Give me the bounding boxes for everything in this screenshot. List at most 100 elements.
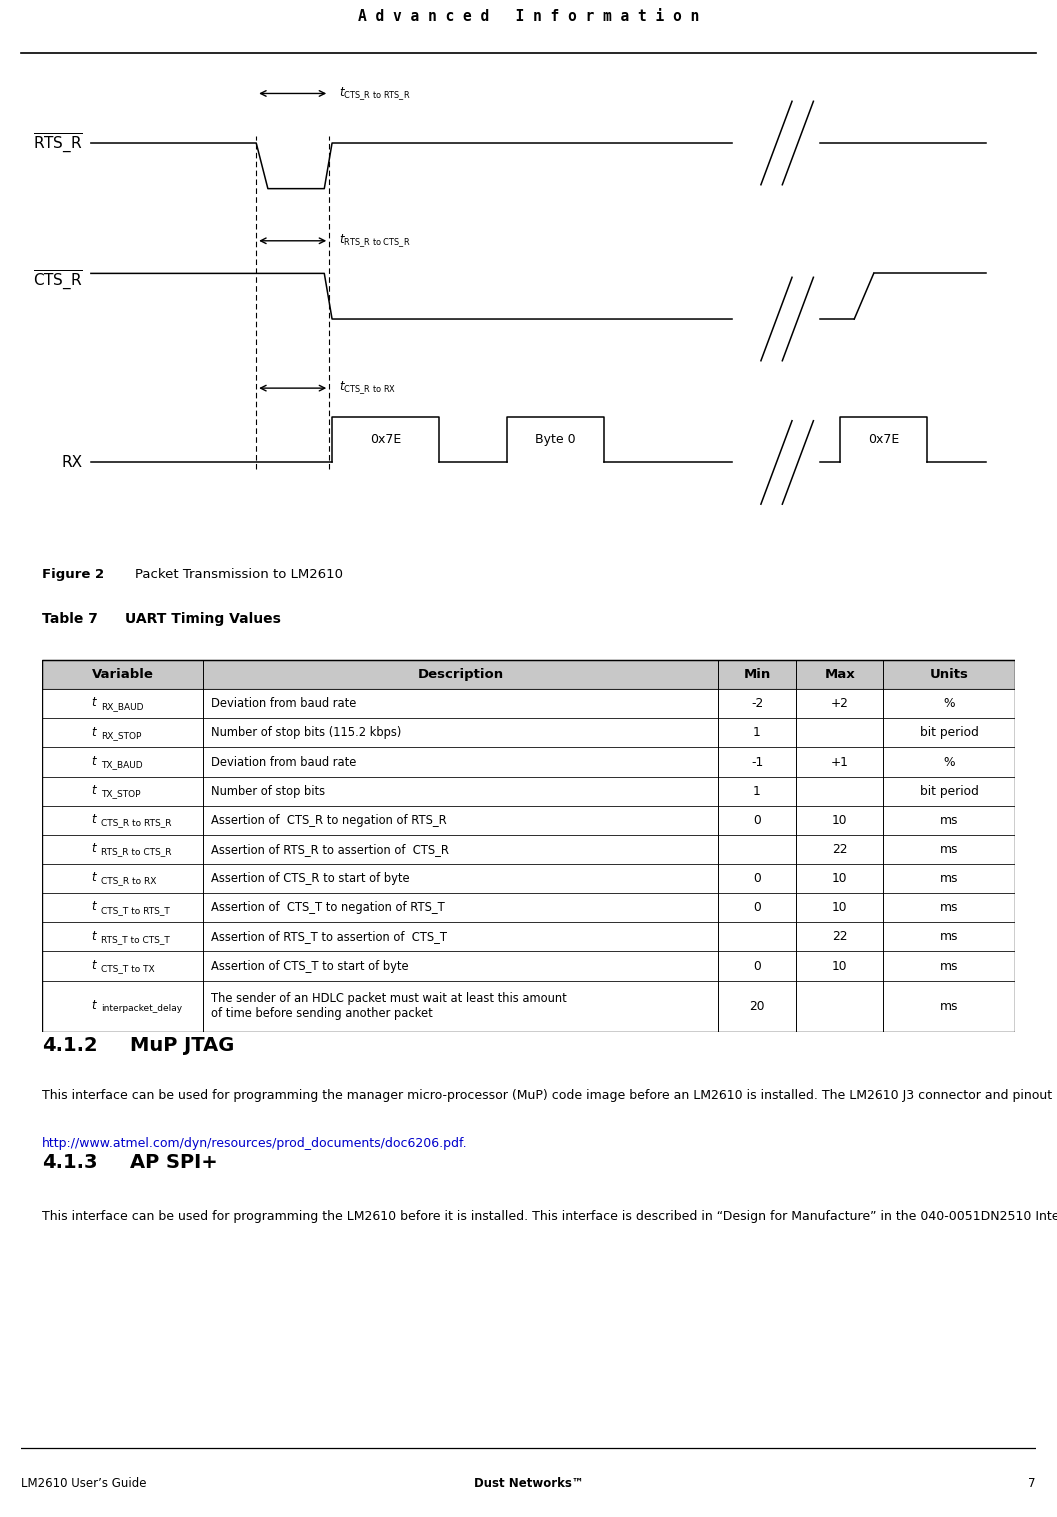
Text: Assertion of RTS_R to assertion of  CTS_R: Assertion of RTS_R to assertion of CTS_R [210,843,448,856]
Text: Figure 2: Figure 2 [42,569,105,581]
Text: This interface can be used for programming the manager micro-processor (MuP) cod: This interface can be used for programmi… [42,1089,1057,1101]
Text: 0: 0 [754,959,761,972]
Text: -1: -1 [750,755,763,769]
Text: 10: 10 [832,959,848,972]
Text: Description: Description [418,669,503,681]
Text: Assertion of  CTS_R to negation of RTS_R: Assertion of CTS_R to negation of RTS_R [210,813,446,827]
Text: 1: 1 [754,727,761,739]
Text: 0x7E: 0x7E [868,434,900,446]
Text: $t$: $t$ [91,842,98,856]
Text: 1: 1 [754,784,761,798]
Bar [42,980,1015,1032]
Text: -2: -2 [750,698,763,710]
Text: RX: RX [62,455,84,470]
Text: ms: ms [940,872,959,884]
Text: RTS_T to CTS_T: RTS_T to CTS_T [101,934,170,944]
Text: 4.1.2: 4.1.2 [42,1036,98,1056]
Text: CTS_R to RX: CTS_R to RX [101,877,156,886]
Bar [42,806,1015,834]
Text: +1: +1 [831,755,849,769]
Text: 7: 7 [1028,1478,1036,1490]
Bar [42,719,1015,748]
Text: Deviation from baud rate: Deviation from baud rate [210,755,356,769]
Text: $t$: $t$ [91,696,98,710]
Text: TX_STOP: TX_STOP [101,789,141,798]
Bar [42,894,1015,922]
Text: 20: 20 [749,1000,765,1012]
Bar [42,922,1015,951]
Text: A d v a n c e d   I n f o r m a t i o n: A d v a n c e d I n f o r m a t i o n [358,9,699,24]
Text: $t$: $t$ [91,901,98,913]
Text: CTS_T to RTS_T: CTS_T to RTS_T [101,906,170,915]
Text: 0: 0 [754,901,761,915]
Text: bit period: bit period [920,784,979,798]
Text: Packet Transmission to LM2610: Packet Transmission to LM2610 [134,569,342,581]
Text: This interface can be used for programming the LM2610 before it is installed. Th: This interface can be used for programmi… [42,1209,1057,1223]
Text: TX_BAUD: TX_BAUD [101,760,143,769]
Text: Number of stop bits: Number of stop bits [210,784,324,798]
Text: Variable: Variable [92,669,153,681]
Text: $\overline{\mathrm{RTS\_R}}$: $\overline{\mathrm{RTS\_R}}$ [34,132,84,155]
Text: http://www.atmel.com/dyn/resources/prod_documents/doc6206.pdf.: http://www.atmel.com/dyn/resources/prod_… [42,1136,468,1150]
Text: Deviation from baud rate: Deviation from baud rate [210,698,356,710]
Text: $t$: $t$ [91,725,98,739]
Text: MuP JTAG: MuP JTAG [130,1036,235,1056]
Text: CTS_T to TX: CTS_T to TX [101,963,154,972]
Text: $t$: $t$ [91,959,98,972]
Text: Assertion of  CTS_T to negation of RTS_T: Assertion of CTS_T to negation of RTS_T [210,901,444,915]
Text: Assertion of CTS_R to start of byte: Assertion of CTS_R to start of byte [210,872,409,884]
Text: Min: Min [743,669,771,681]
Text: Table 7: Table 7 [42,611,98,627]
Text: interpacket_delay: interpacket_delay [101,1004,182,1013]
Text: Number of stop bits (115.2 kbps): Number of stop bits (115.2 kbps) [210,727,401,739]
Text: 4.1.3: 4.1.3 [42,1153,98,1173]
Text: Max: Max [824,669,855,681]
Text: $t$: $t$ [91,754,98,768]
Bar [42,660,1015,1032]
Text: The sender of an HDLC packet must wait at least this amount
of time before sendi: The sender of an HDLC packet must wait a… [210,992,567,1019]
Text: Byte 0: Byte 0 [536,434,576,446]
Bar [42,777,1015,806]
Text: $t$: $t$ [91,871,98,884]
Text: 0: 0 [754,872,761,884]
Text: 0: 0 [754,813,761,827]
Bar [42,748,1015,777]
Text: LM2610 User’s Guide: LM2610 User’s Guide [21,1478,147,1490]
Text: ms: ms [940,843,959,856]
Text: Assertion of RTS_T to assertion of  CTS_T: Assertion of RTS_T to assertion of CTS_T [210,930,446,944]
Text: 22: 22 [832,930,848,944]
Text: ms: ms [940,813,959,827]
Text: RTS_R to CTS_R: RTS_R to CTS_R [101,848,171,857]
Text: %: % [943,755,954,769]
Bar [42,865,1015,894]
Text: $t_{\mathsf{CTS\_R\ to\ RTS\_R}}$: $t_{\mathsf{CTS\_R\ to\ RTS\_R}}$ [339,85,410,102]
Text: $t_{\mathsf{CTS\_R\ to\ RX}}$: $t_{\mathsf{CTS\_R\ to\ RX}}$ [339,379,396,396]
Text: Units: Units [930,669,968,681]
Text: RX_STOP: RX_STOP [101,731,142,740]
Text: $\overline{\mathrm{CTS\_R}}$: $\overline{\mathrm{CTS\_R}}$ [33,269,84,291]
Text: $t$: $t$ [91,784,98,796]
Bar [42,834,1015,865]
Text: bit period: bit period [920,727,979,739]
Text: ms: ms [940,1000,959,1012]
Text: $t_{\mathsf{RTS\_R\ to\ CTS\_R}}$: $t_{\mathsf{RTS\_R\ to\ CTS\_R}}$ [339,232,410,249]
Text: %: % [943,698,954,710]
Text: AP SPI+: AP SPI+ [130,1153,218,1173]
Text: 22: 22 [832,843,848,856]
Text: 10: 10 [832,901,848,915]
Text: ms: ms [940,959,959,972]
Text: CTS_R to RTS_R: CTS_R to RTS_R [101,818,171,827]
Text: Dust Networks™: Dust Networks™ [474,1478,583,1490]
Text: 10: 10 [832,872,848,884]
Bar [42,660,1015,689]
Text: +2: +2 [831,698,849,710]
Text: $t$: $t$ [91,813,98,825]
Text: Assertion of CTS_T to start of byte: Assertion of CTS_T to start of byte [210,959,408,972]
Text: RX_BAUD: RX_BAUD [101,702,144,711]
Bar [42,689,1015,719]
Text: $t$: $t$ [91,930,98,942]
Text: ms: ms [940,930,959,944]
Text: 0x7E: 0x7E [370,434,402,446]
Text: 10: 10 [832,813,848,827]
Text: ms: ms [940,901,959,915]
